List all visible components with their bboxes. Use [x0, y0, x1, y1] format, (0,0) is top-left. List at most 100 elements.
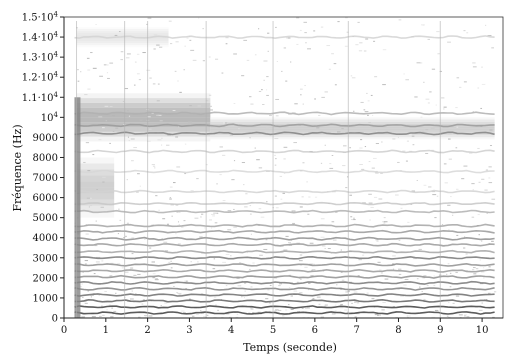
- noise-speck: [152, 277, 156, 279]
- noise-speck: [184, 173, 186, 175]
- noise-speck: [185, 287, 187, 289]
- noise-speck: [252, 312, 255, 314]
- noise-speck: [397, 288, 400, 290]
- noise-speck: [458, 314, 463, 316]
- noise-speck: [491, 198, 496, 200]
- noise-speck: [130, 160, 134, 162]
- noise-speck: [84, 263, 87, 265]
- noise-speck: [106, 309, 108, 311]
- y-tick-label-exponent: 4: [54, 71, 59, 79]
- noise-speck: [428, 186, 432, 188]
- noise-speck: [436, 195, 439, 197]
- noise-speck: [403, 284, 407, 286]
- noise-speck: [407, 221, 410, 223]
- noise-speck: [135, 293, 137, 295]
- noise-speck: [205, 100, 209, 102]
- noise-speck: [277, 309, 282, 311]
- noise-speck: [200, 312, 205, 314]
- noise-speck: [360, 139, 363, 141]
- noise-speck: [383, 222, 386, 224]
- y-tick-label-base: 1.2·10: [22, 73, 54, 84]
- y-tick-label: 104: [41, 111, 59, 124]
- y-tick-label: 8000: [33, 153, 58, 164]
- noise-speck: [191, 315, 195, 317]
- noise-speck: [129, 298, 134, 300]
- noise-speck: [241, 162, 246, 164]
- noise-speck: [302, 162, 305, 164]
- noise-speck: [362, 254, 365, 256]
- noise-speck: [258, 208, 262, 210]
- noise-speck: [133, 147, 137, 149]
- noise-speck: [352, 219, 356, 221]
- noise-speck: [225, 43, 228, 45]
- noise-speck: [285, 80, 288, 82]
- noise-speck: [471, 269, 475, 271]
- noise-speck: [143, 315, 148, 317]
- noise-speck: [464, 315, 466, 317]
- noise-speck: [279, 175, 283, 177]
- noise-speck: [450, 196, 452, 198]
- noise-speck: [333, 63, 337, 65]
- noise-speck: [87, 69, 91, 71]
- noise-speck: [176, 166, 181, 168]
- noise-speck: [169, 198, 172, 200]
- noise-speck: [421, 130, 425, 132]
- noise-speck: [298, 124, 301, 126]
- noise-speck: [252, 262, 255, 264]
- noise-speck: [89, 205, 93, 207]
- noise-speck: [371, 167, 375, 169]
- noise-speck: [250, 286, 253, 288]
- y-tick-label: 1000: [33, 293, 58, 304]
- noise-speck: [225, 285, 228, 287]
- noise-speck: [403, 73, 405, 75]
- noise-speck: [357, 21, 360, 23]
- noise-speck: [244, 206, 248, 208]
- noise-speck: [285, 235, 289, 237]
- noise-speck: [164, 302, 168, 304]
- noise-speck: [127, 110, 129, 112]
- noise-speck: [211, 227, 213, 229]
- noise-speck: [243, 184, 245, 186]
- noise-speck: [308, 196, 311, 198]
- noise-speck: [382, 84, 386, 86]
- noise-speck: [293, 290, 298, 292]
- energy-region: [76, 205, 115, 212]
- noise-speck: [183, 220, 186, 222]
- noise-speck: [288, 287, 291, 289]
- noise-speck: [366, 292, 369, 294]
- noise-speck: [166, 144, 170, 146]
- noise-speck: [308, 282, 311, 284]
- noise-speck: [437, 53, 441, 55]
- noise-speck: [392, 268, 395, 270]
- noise-speck: [418, 248, 422, 250]
- noise-speck: [434, 309, 439, 311]
- noise-speck: [213, 296, 217, 298]
- noise-speck: [427, 102, 430, 104]
- noise-speck: [200, 216, 202, 218]
- noise-speck: [151, 261, 155, 263]
- noise-speck: [170, 260, 172, 262]
- noise-speck: [425, 129, 429, 131]
- noise-speck: [246, 252, 248, 254]
- noise-speck: [327, 248, 331, 250]
- harmonic-band: [74, 223, 495, 228]
- noise-speck: [359, 42, 363, 44]
- noise-speck: [429, 91, 432, 93]
- noise-speck: [215, 304, 217, 306]
- noise-speck: [368, 161, 371, 163]
- noise-speck: [216, 183, 218, 185]
- noise-speck: [446, 315, 449, 317]
- noise-speck: [331, 221, 335, 223]
- noise-speck: [480, 107, 483, 109]
- noise-speck: [169, 197, 172, 199]
- noise-speck: [447, 204, 451, 206]
- noise-speck: [443, 163, 447, 165]
- noise-speck: [299, 88, 303, 90]
- noise-speck: [274, 154, 276, 156]
- noise-speck: [351, 302, 353, 304]
- noise-speck: [310, 275, 314, 277]
- noise-speck: [259, 254, 263, 256]
- noise-speck: [372, 157, 377, 159]
- noise-speck: [472, 189, 474, 191]
- noise-speck: [337, 21, 340, 23]
